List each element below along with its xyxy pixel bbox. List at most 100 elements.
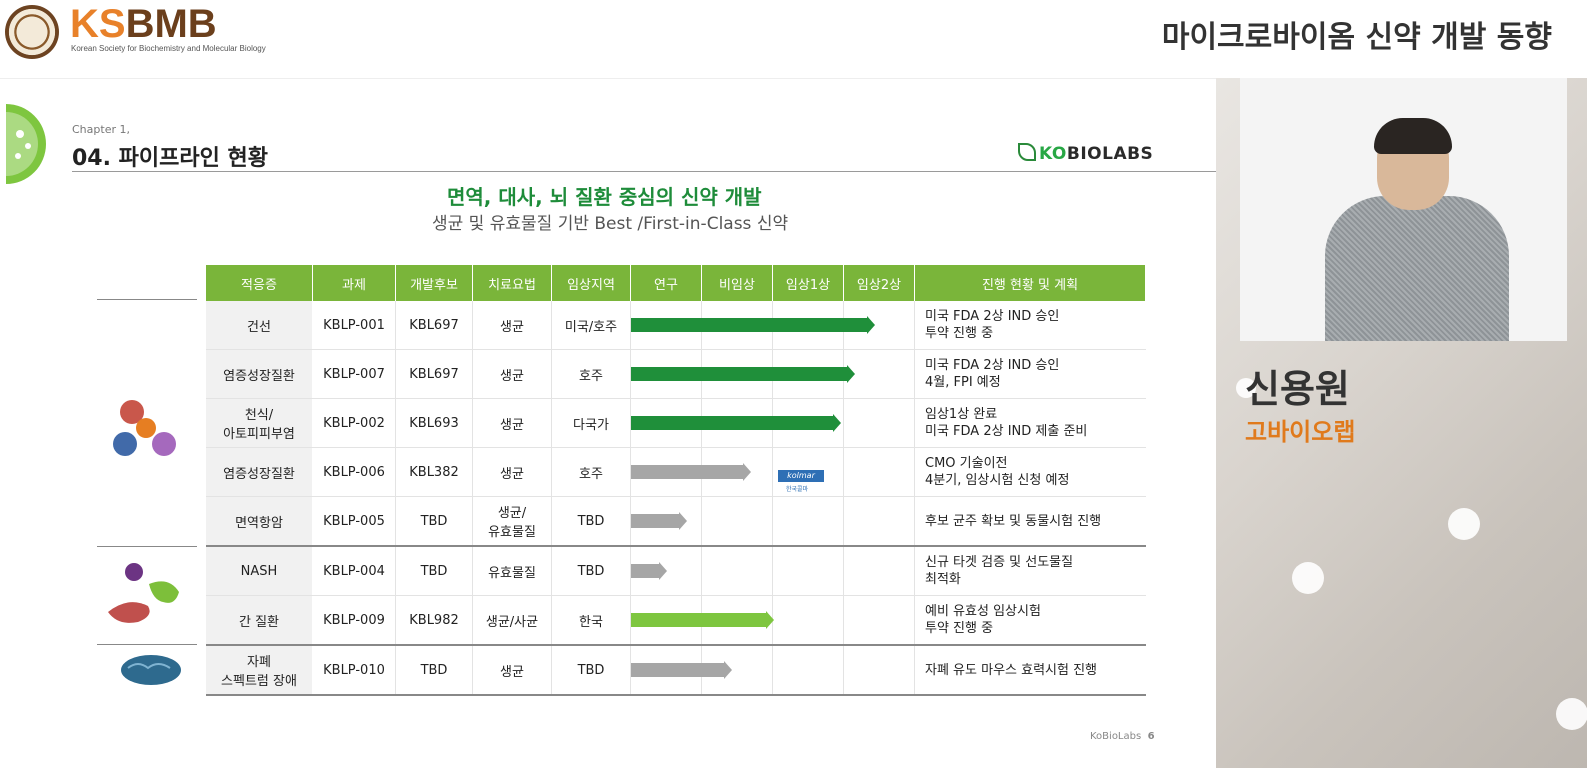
cell-stage: [630, 301, 875, 350]
header-candidate: 개발후보: [395, 265, 473, 301]
header-therapy: 치료요법: [472, 265, 552, 301]
status-line: 4분기, 임상시험 신청 예정: [925, 473, 1070, 488]
speaker-hair: [1374, 118, 1452, 154]
network-node: [1448, 508, 1480, 540]
cell-stage: [772, 645, 844, 696]
cell-region: 호주: [551, 349, 631, 399]
status-line: 투약 진행 중: [925, 326, 994, 341]
cell-status: CMO 기술이전 4분기, 임상시험 신청 예정: [914, 447, 1146, 497]
cell-stage: [630, 447, 751, 497]
cell-status: 미국 FDA 2상 IND 승인 투약 진행 중: [914, 301, 1146, 350]
cell-candidate: TBD: [395, 645, 473, 696]
cell-stage: [701, 546, 773, 596]
status-line: 투약 진행 중: [925, 621, 994, 636]
progress-bar: [631, 316, 875, 334]
kobiolabs-logo: KOBIOLABS: [1018, 143, 1153, 164]
status-line: 미국 FDA 2상 IND 승인: [925, 358, 1060, 373]
progress-bar: [631, 661, 732, 679]
group-divider: [97, 546, 197, 547]
header-status: 진행 현황 및 계획: [914, 265, 1146, 301]
cell-candidate: KBL697: [395, 349, 473, 399]
cell-region: 미국/호주: [551, 301, 631, 350]
table-row: 간 질환 KBLP-009 KBL982 생균/사균 한국 예비 유효성 임상시험 투약 진…: [206, 595, 1146, 646]
network-node: [1292, 562, 1324, 594]
cell-therapy: 생균: [472, 447, 552, 497]
cell-indication: 천식/ 아토피피부염: [206, 398, 313, 448]
table-row: 자폐 스펙트럼 장애 KBLP-010 TBD 생균 TBD 자폐 유도 마우스 효력시험…: [206, 645, 1146, 696]
status-line: 최적화: [925, 572, 961, 587]
header-phase1: 임상1상: [772, 265, 844, 301]
table-row: 면역항암 KBLP-005 TBD 생균/ 유효물질 TBD 후보 균주 확보 및 동물시…: [206, 496, 1146, 547]
cell-indication: 자폐 스펙트럼 장애: [206, 645, 313, 696]
kobiolabs-leaf-icon: [1018, 143, 1036, 161]
cell-stage: [843, 496, 915, 547]
progress-bar: [631, 365, 855, 383]
cell-status: 신규 타겟 검증 및 선도물질 최적화: [914, 546, 1146, 596]
cell-therapy: 생균/ 유효물질: [472, 496, 552, 547]
page-number: 6: [1147, 731, 1155, 742]
cell-therapy: 유효물질: [472, 546, 552, 596]
header-preclinical: 비임상: [701, 265, 773, 301]
cell-stage: [843, 349, 915, 399]
cell-stage: [772, 496, 844, 547]
leaf-decoration-icon: [6, 104, 46, 184]
cell-stage: [843, 398, 915, 448]
cell-status: 임상1상 완료 미국 FDA 2상 IND 제출 준비: [914, 398, 1146, 448]
status-line: 미국 FDA 2상 IND 제출 준비: [925, 424, 1088, 439]
cell-stage: [630, 595, 774, 646]
speaker-video: [1240, 78, 1567, 341]
network-node: [1556, 698, 1587, 730]
cell-region: TBD: [551, 546, 631, 596]
table-row: NASH KBLP-004 TBD 유효물질 TBD 신규 타겟 검증 및 선도물질 최적화: [206, 546, 1146, 596]
table-row: 천식/ 아토피피부염 KBLP-002 KBL693 생균 다국가 임상1상 완료 미국 F…: [206, 398, 1146, 448]
table-row: 염증성장질환 KBLP-007 KBL697 생균 호주 미국 FDA 2상 IND 승인…: [206, 349, 1146, 399]
header-region: 임상지역: [551, 265, 631, 301]
speaker-body: [1325, 196, 1509, 341]
cell-status: 자폐 유도 마우스 효력시험 진행: [914, 645, 1146, 696]
cell-therapy: 생균: [472, 398, 552, 448]
liver-gut-icon: [108, 563, 179, 623]
progress-bar: [631, 414, 841, 432]
group-divider: [97, 299, 197, 300]
speaker-name: 신용원: [1245, 367, 1350, 411]
status-line: 자폐 유도 마우스 효력시험 진행: [925, 662, 1098, 678]
cell-status: 미국 FDA 2상 IND 승인 4월, FPI 예정: [914, 349, 1146, 399]
cell-candidate: KBL382: [395, 447, 473, 497]
cell-stage: [630, 546, 702, 596]
cell-project: KBLP-005: [312, 496, 396, 547]
cell-region: 호주: [551, 447, 631, 497]
cell-stage: [843, 447, 915, 497]
cell-region: 다국가: [551, 398, 631, 448]
cell-stage: [630, 398, 841, 448]
pipeline-table: 적응증 과제 개발후보 치료요법 임상지역 연구 비임상 임상1상 임상2상 진…: [206, 265, 1146, 696]
cell-candidate: TBD: [395, 546, 473, 596]
ksbmb-subtitle: Korean Society for Biochemistry and Mole…: [71, 44, 266, 53]
table-header-row: 적응증 과제 개발후보 치료요법 임상지역 연구 비임상 임상1상 임상2상 진…: [206, 265, 1146, 301]
cell-stage: [772, 595, 844, 646]
cell-therapy: 생균/사균: [472, 595, 552, 646]
cell-stage: [843, 645, 915, 696]
status-line: 예비 유효성 임상시험: [925, 604, 1041, 619]
table-row: 염증성장질환 KBLP-006 KBL382 생균 호주 CMO 기술이전 4분기, 임상시…: [206, 447, 1146, 497]
header-project: 과제: [312, 265, 396, 301]
status-line: 4월, FPI 예정: [925, 375, 1001, 390]
progress-bar: [631, 512, 687, 530]
immune-cells-icon: [113, 400, 176, 456]
cell-project: KBLP-009: [312, 595, 396, 646]
page-footer: KoBioLabs 6: [1090, 731, 1155, 742]
cell-stage: [630, 496, 702, 547]
cell-stage: [630, 349, 855, 399]
title-divider: [72, 171, 1216, 172]
cell-stage: [630, 645, 732, 696]
cell-status: 후보 균주 확보 및 동물시험 진행: [914, 496, 1146, 547]
cell-project: KBLP-007: [312, 349, 396, 399]
cell-indication: 면역항암: [206, 496, 313, 547]
table-row: 건선 KBLP-001 KBL697 생균 미국/호주 미국 FDA 2상 IND 승인 투…: [206, 301, 1146, 350]
status-line: 후보 균주 확보 및 동물시험 진행: [925, 513, 1102, 529]
status-line: CMO 기술이전: [925, 456, 1008, 471]
ksbmb-logo: KSBMB: [70, 2, 217, 46]
cell-candidate: KBL697: [395, 301, 473, 350]
header-indication: 적응증: [206, 265, 313, 301]
cell-project: KBLP-006: [312, 447, 396, 497]
